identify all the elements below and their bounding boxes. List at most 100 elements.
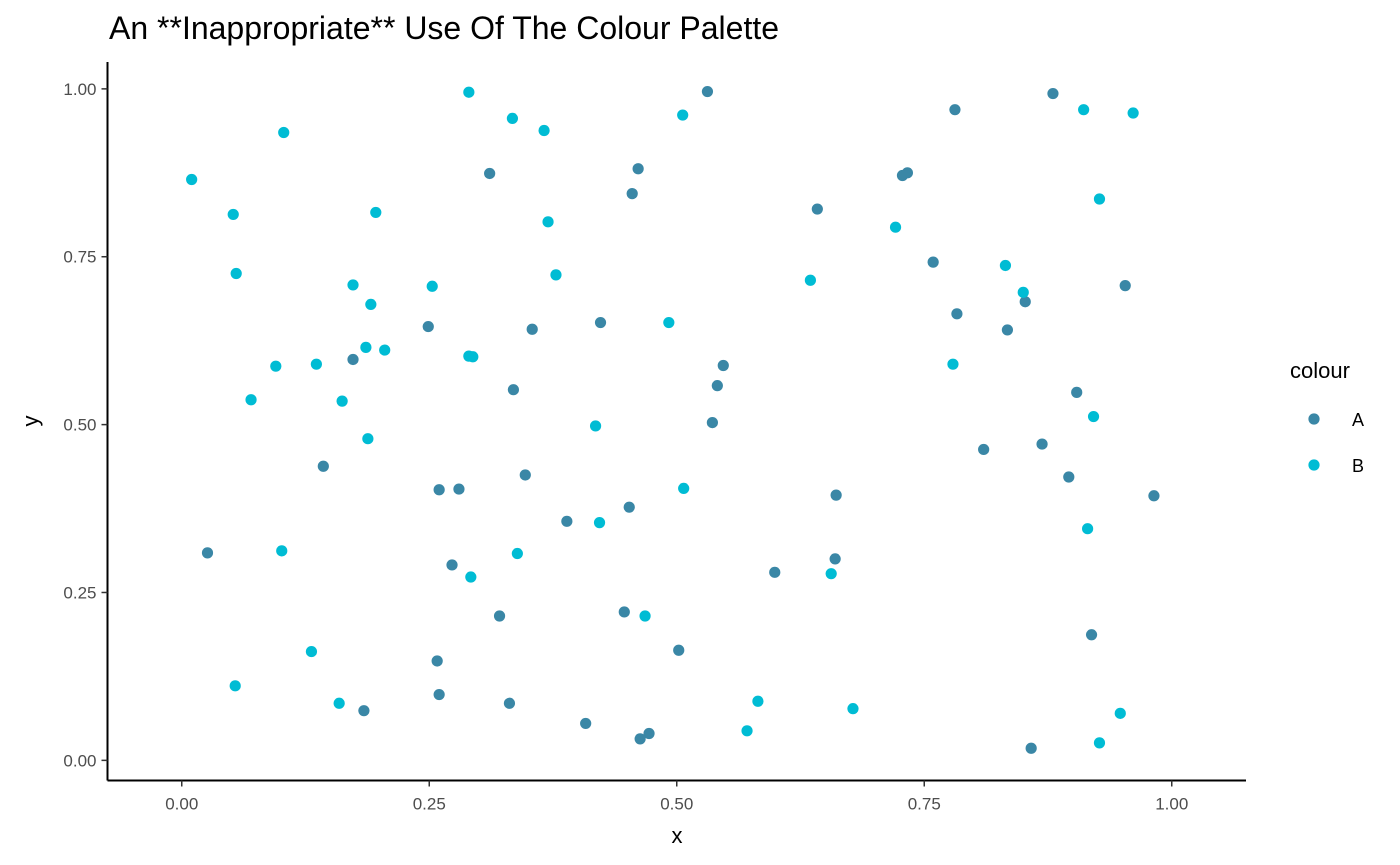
x-tick-label: 0.00 (165, 795, 198, 814)
data-point-b (370, 206, 382, 219)
series-b (186, 86, 1139, 749)
data-point-a (1047, 87, 1059, 100)
legend-title: colour (1290, 358, 1350, 383)
data-point-a (643, 727, 655, 740)
data-point-a (632, 163, 644, 175)
data-point-a (1148, 490, 1160, 502)
data-point-b (847, 703, 859, 715)
data-point-b (360, 341, 372, 353)
data-point-b (1082, 523, 1094, 535)
data-point-a (358, 705, 370, 717)
data-point-a (927, 256, 939, 268)
data-point-b (278, 126, 290, 139)
data-point-a (433, 484, 445, 496)
data-point-a (347, 353, 359, 366)
data-point-a (431, 655, 443, 667)
x-tick-label: 0.50 (660, 795, 693, 814)
data-point-b (347, 279, 359, 291)
data-point-a (626, 188, 638, 200)
data-point-a (1085, 629, 1098, 641)
data-point-b (506, 112, 519, 125)
x-axis-ticks: 0.00 0.25 0.50 0.75 1.00 (165, 780, 1188, 814)
data-point-b (245, 394, 257, 406)
data-point-a (1001, 324, 1014, 336)
data-point-b (186, 173, 198, 186)
data-point-b (362, 433, 374, 445)
legend-item-a: A (1308, 410, 1364, 430)
data-point-b (230, 267, 242, 280)
legend-key-b (1308, 459, 1320, 471)
data-point-b (804, 274, 817, 286)
data-point-a (1019, 296, 1031, 308)
data-point-b (1017, 286, 1029, 298)
legend: colour A B (1290, 358, 1364, 476)
data-point-b (825, 568, 837, 580)
data-point-a (830, 489, 842, 501)
data-point-a (594, 316, 607, 329)
data-point-a (896, 169, 909, 182)
data-point-b (270, 360, 282, 372)
data-point-a (769, 566, 781, 578)
data-point-b (1093, 737, 1106, 749)
data-point-a (701, 85, 714, 98)
data-point-a (317, 460, 329, 472)
y-axis-title: y (18, 416, 43, 427)
x-tick-label: 0.25 (413, 795, 446, 814)
data-point-b (465, 571, 477, 583)
data-point-a (580, 717, 592, 730)
data-point-b (678, 482, 690, 494)
data-point-b (663, 316, 675, 329)
y-tick-label: 0.50 (63, 416, 96, 435)
data-point-b (752, 695, 764, 707)
data-point-b (1087, 410, 1100, 423)
data-point-a (503, 697, 516, 709)
data-point-b (639, 610, 651, 622)
y-tick-label: 0.00 (63, 751, 96, 770)
data-point-b (511, 547, 523, 560)
data-point-b (426, 280, 438, 292)
data-point-a (519, 469, 531, 481)
data-point-a (951, 308, 963, 320)
data-point-b (542, 216, 554, 228)
data-point-b (1114, 707, 1126, 719)
data-point-b (305, 645, 318, 658)
points-layer (186, 85, 1160, 754)
data-point-b (550, 269, 562, 281)
data-point-a (717, 359, 729, 372)
data-point-a (706, 416, 718, 429)
data-point-a (493, 610, 506, 622)
data-point-a (623, 501, 635, 513)
data-point-a (673, 644, 685, 656)
data-point-b (677, 109, 689, 121)
data-point-b (379, 344, 391, 356)
data-point-a (978, 443, 990, 456)
data-point-a (561, 515, 573, 527)
data-point-b (336, 395, 348, 407)
data-point-a (1071, 386, 1083, 398)
data-point-b (229, 680, 241, 692)
data-point-a (1119, 280, 1131, 292)
data-point-a (829, 553, 841, 565)
data-point-a (711, 380, 723, 392)
data-point-a (422, 320, 434, 333)
data-point-a (433, 688, 445, 701)
data-point-a (526, 323, 538, 335)
data-point-a (949, 104, 961, 116)
data-point-b (593, 517, 606, 529)
chart-title: An **Inappropriate** Use Of The Colour P… (109, 10, 779, 46)
data-point-b (741, 725, 753, 737)
data-point-b (463, 86, 475, 98)
data-point-a (484, 167, 496, 180)
data-point-b (227, 208, 239, 221)
data-point-b (467, 351, 479, 363)
x-axis-title: x (672, 823, 683, 848)
legend-item-b: B (1308, 456, 1364, 476)
data-point-b (947, 358, 959, 370)
data-point-a (446, 559, 458, 571)
data-point-b (1078, 104, 1090, 116)
data-point-a (1063, 471, 1075, 483)
x-tick-label: 0.75 (908, 795, 941, 814)
data-point-b (889, 221, 902, 233)
